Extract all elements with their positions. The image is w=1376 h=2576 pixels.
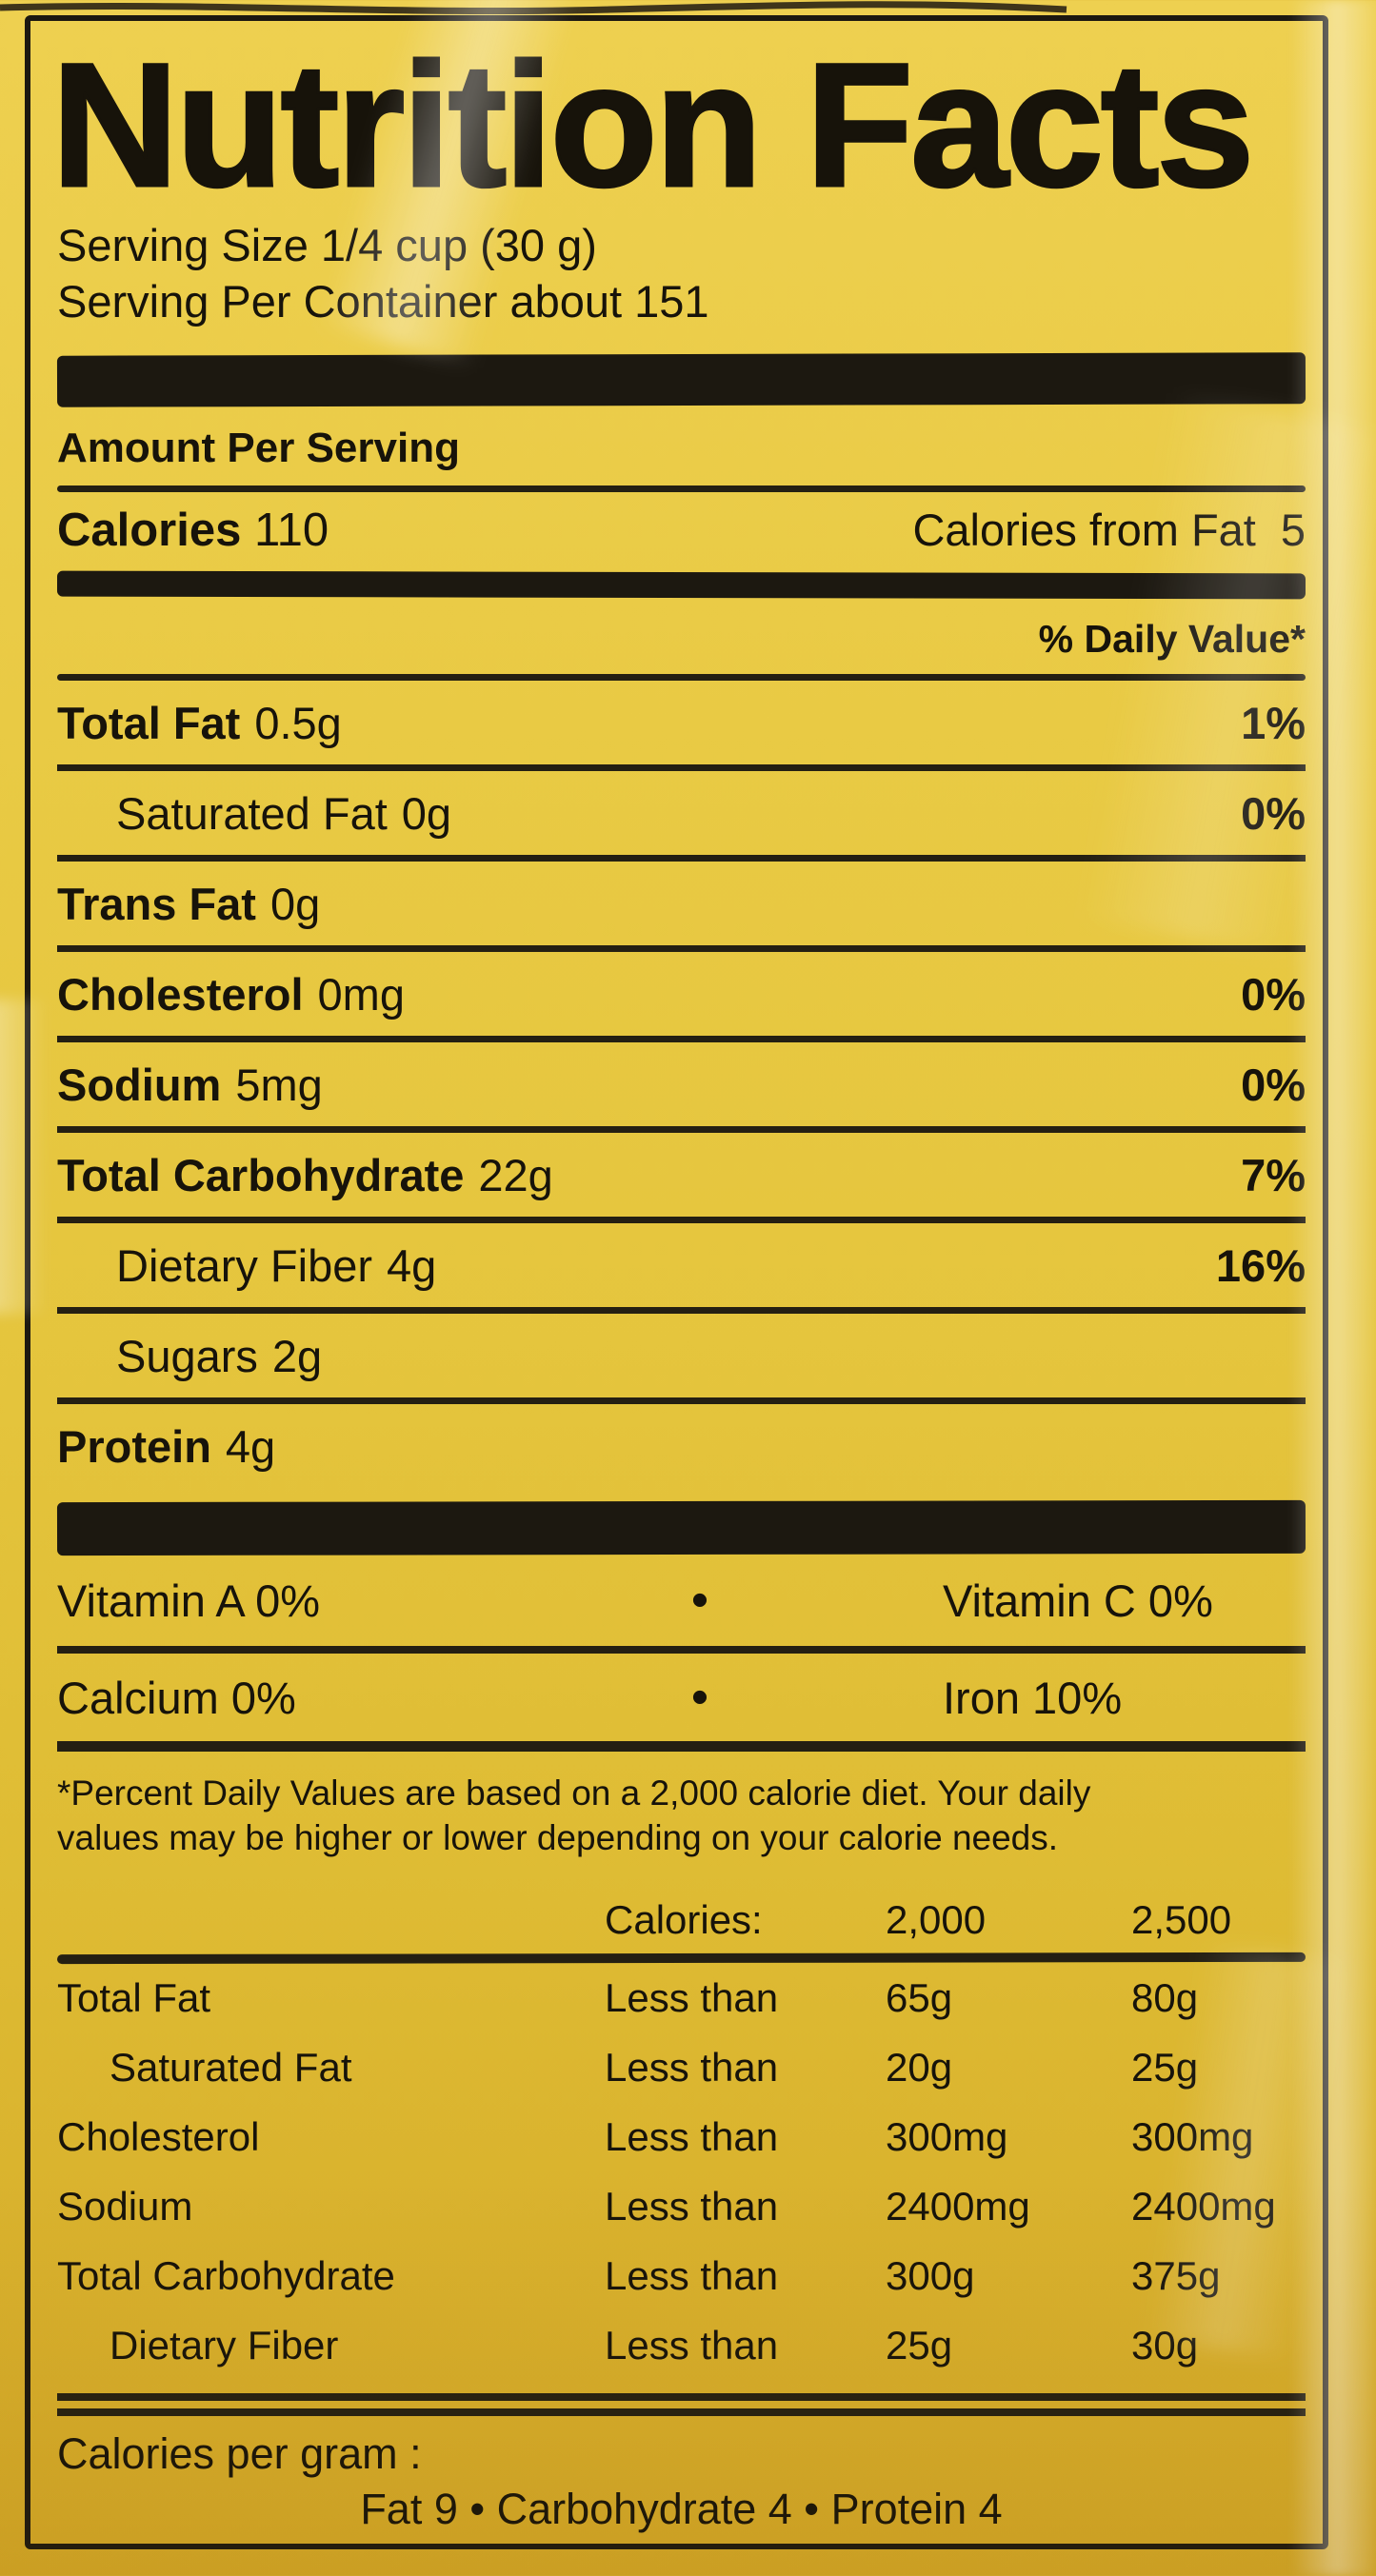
reference-table-body: Total Fat Less than 65g 80g Saturated Fa… bbox=[57, 1963, 1306, 2380]
col-2500-header: 2,500 bbox=[1131, 1897, 1232, 1942]
nutrient-row-sugars: Sugars 2g bbox=[57, 1314, 1306, 1404]
calories-column-header: Calories: bbox=[605, 1897, 763, 1942]
vitamin-row-1: Vitamin A 0% • Vitamin C 0% bbox=[57, 1555, 1306, 1654]
amount-per-serving-heading: Amount Per Serving bbox=[57, 425, 460, 471]
nutrient-row-cholesterol: Cholesterol 0mg 0% bbox=[57, 952, 1306, 1042]
daily-value-footnote: *Percent Daily Values are based on a 2,0… bbox=[57, 1773, 1091, 1857]
table-row: Dietary Fiber Less than 25g 30g bbox=[110, 2322, 1199, 2368]
double-rule bbox=[57, 2393, 1306, 2416]
nutrient-row-sodium: Sodium 5mg 0% bbox=[57, 1042, 1306, 1133]
daily-value: 16% bbox=[1215, 1239, 1306, 1291]
nutrient-row-saturated-fat: Saturated Fat 0g 0% bbox=[57, 771, 1306, 862]
thick-divider-bar bbox=[56, 352, 1306, 407]
calories-value: 110 bbox=[254, 505, 329, 556]
calories-per-gram-label: Calories per gram : bbox=[57, 2429, 422, 2478]
thick-divider-bar bbox=[56, 1499, 1306, 1556]
thin-rule bbox=[57, 674, 1306, 681]
bullet-separator: • bbox=[690, 1670, 709, 1725]
daily-value: 0% bbox=[1241, 787, 1306, 839]
vitamin-row-2: Calcium 0% • Iron 10% bbox=[57, 1654, 1306, 1752]
bullet-separator: • bbox=[690, 1573, 709, 1628]
table-row: Cholesterol Less than 300mg 300mg bbox=[57, 2113, 1254, 2159]
nutrient-row-trans-fat: Trans Fat 0g bbox=[57, 862, 1306, 952]
label-title: Nutrition Facts bbox=[50, 28, 1256, 224]
daily-value: 0% bbox=[1241, 1059, 1306, 1110]
reference-table-header: Calories: 2,000 2,500 bbox=[57, 1892, 1306, 1948]
calories-from-fat: Calories from Fat 5 bbox=[912, 505, 1306, 555]
nutrient-row-total-fat: Total Fat 0.5g 1% bbox=[57, 681, 1306, 771]
serving-size-text: Serving Size 1/4 cup (30 g) bbox=[57, 220, 597, 270]
col-2000-header: 2,000 bbox=[886, 1897, 987, 1942]
calories-label: Calories bbox=[57, 505, 242, 556]
daily-value-header: % Daily Value* bbox=[1038, 617, 1306, 661]
nutrient-row-total-carbohydrate: Total Carbohydrate 22g 7% bbox=[57, 1133, 1306, 1223]
thin-rule bbox=[57, 485, 1306, 492]
nutrient-row-dietary-fiber: Dietary Fiber 4g 16% bbox=[57, 1223, 1306, 1314]
table-row: Total Fat Less than 65g 80g bbox=[57, 1974, 1199, 2020]
daily-value: 7% bbox=[1241, 1149, 1306, 1200]
calories-row: Calories 110 Calories from Fat 5 bbox=[57, 504, 1306, 557]
table-row: Saturated Fat Less than 20g 25g bbox=[110, 2044, 1199, 2090]
nutrition-facts-label: Nutrition Facts Serving Size 1/4 cup (30… bbox=[25, 15, 1328, 2549]
daily-value: 1% bbox=[1241, 697, 1306, 748]
calories-amount: Calories 110 bbox=[57, 504, 329, 557]
nutrient-row-protein: Protein 4g bbox=[57, 1420, 276, 1472]
servings-per-container-text: Serving Per Container about 151 bbox=[57, 276, 709, 327]
calories-per-gram-values: Fat 9 • Carbohydrate 4 • Protein 4 bbox=[360, 2485, 1003, 2533]
table-row: Total Carbohydrate Less than 300g 375g bbox=[57, 2252, 1221, 2298]
table-row: Sodium Less than 2400mg 2400mg bbox=[57, 2183, 1276, 2229]
medium-divider-bar bbox=[56, 570, 1306, 600]
daily-value: 0% bbox=[1241, 968, 1306, 1020]
